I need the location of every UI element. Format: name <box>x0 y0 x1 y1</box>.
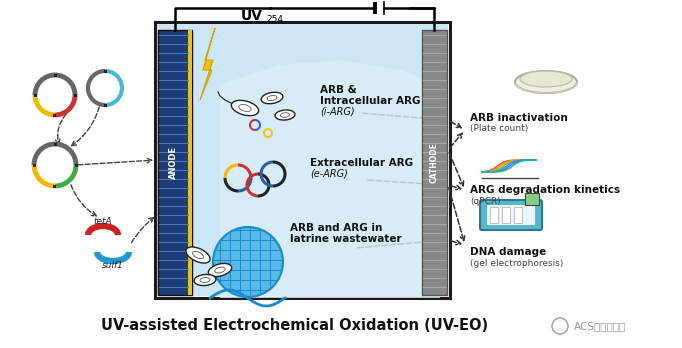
Bar <box>53 113 57 117</box>
Bar <box>514 207 522 223</box>
Text: (e-ARG): (e-ARG) <box>310 169 348 179</box>
Bar <box>525 193 539 205</box>
Text: tetA: tetA <box>93 216 113 226</box>
Text: Intracellular ARG: Intracellular ARG <box>320 96 421 106</box>
Ellipse shape <box>515 71 577 93</box>
Polygon shape <box>220 60 440 298</box>
Bar <box>53 142 57 145</box>
Ellipse shape <box>208 263 232 277</box>
Bar <box>502 207 510 223</box>
Bar <box>188 30 192 295</box>
Text: Extracellular ARG: Extracellular ARG <box>310 158 413 168</box>
Text: latrine wastewater: latrine wastewater <box>290 234 402 244</box>
Ellipse shape <box>194 275 216 286</box>
Polygon shape <box>200 28 215 100</box>
Text: ARB &: ARB & <box>320 85 357 95</box>
Text: ARG degradation kinetics: ARG degradation kinetics <box>470 185 620 195</box>
Bar <box>33 164 35 166</box>
Text: ANODE: ANODE <box>168 146 177 179</box>
Text: CATHODE: CATHODE <box>430 142 439 183</box>
Bar <box>104 103 106 106</box>
Bar <box>157 24 448 296</box>
Bar <box>33 94 37 96</box>
Text: (qPCR): (qPCR) <box>470 197 501 206</box>
Text: (gel electrophoresis): (gel electrophoresis) <box>470 259 563 268</box>
Bar <box>155 22 450 298</box>
Text: UV-assisted Electrochemical Oxidation (UV-EO): UV-assisted Electrochemical Oxidation (U… <box>102 318 488 333</box>
Circle shape <box>213 227 283 297</box>
Text: sulf1: sulf1 <box>102 261 124 270</box>
Ellipse shape <box>261 92 283 104</box>
Text: ACS美国化学会: ACS美国化学会 <box>574 321 626 331</box>
Ellipse shape <box>231 100 258 116</box>
Bar <box>422 30 447 295</box>
Text: 254: 254 <box>266 15 283 24</box>
Bar <box>490 207 498 223</box>
Ellipse shape <box>275 110 295 120</box>
Text: ARB inactivation: ARB inactivation <box>470 113 567 123</box>
Bar <box>53 184 57 188</box>
Ellipse shape <box>520 71 572 87</box>
Bar <box>487 205 535 225</box>
Text: ARB and ARG in: ARB and ARG in <box>290 223 383 233</box>
Bar <box>74 164 78 166</box>
Bar <box>158 30 192 295</box>
Bar <box>104 70 106 72</box>
Bar <box>53 73 57 77</box>
Ellipse shape <box>186 247 210 263</box>
FancyBboxPatch shape <box>480 200 542 230</box>
Bar <box>74 94 76 96</box>
Text: (i-ARG): (i-ARG) <box>320 107 355 117</box>
Text: UV: UV <box>241 9 263 23</box>
Text: DNA damage: DNA damage <box>470 247 546 257</box>
Text: (Plate count): (Plate count) <box>470 125 529 134</box>
